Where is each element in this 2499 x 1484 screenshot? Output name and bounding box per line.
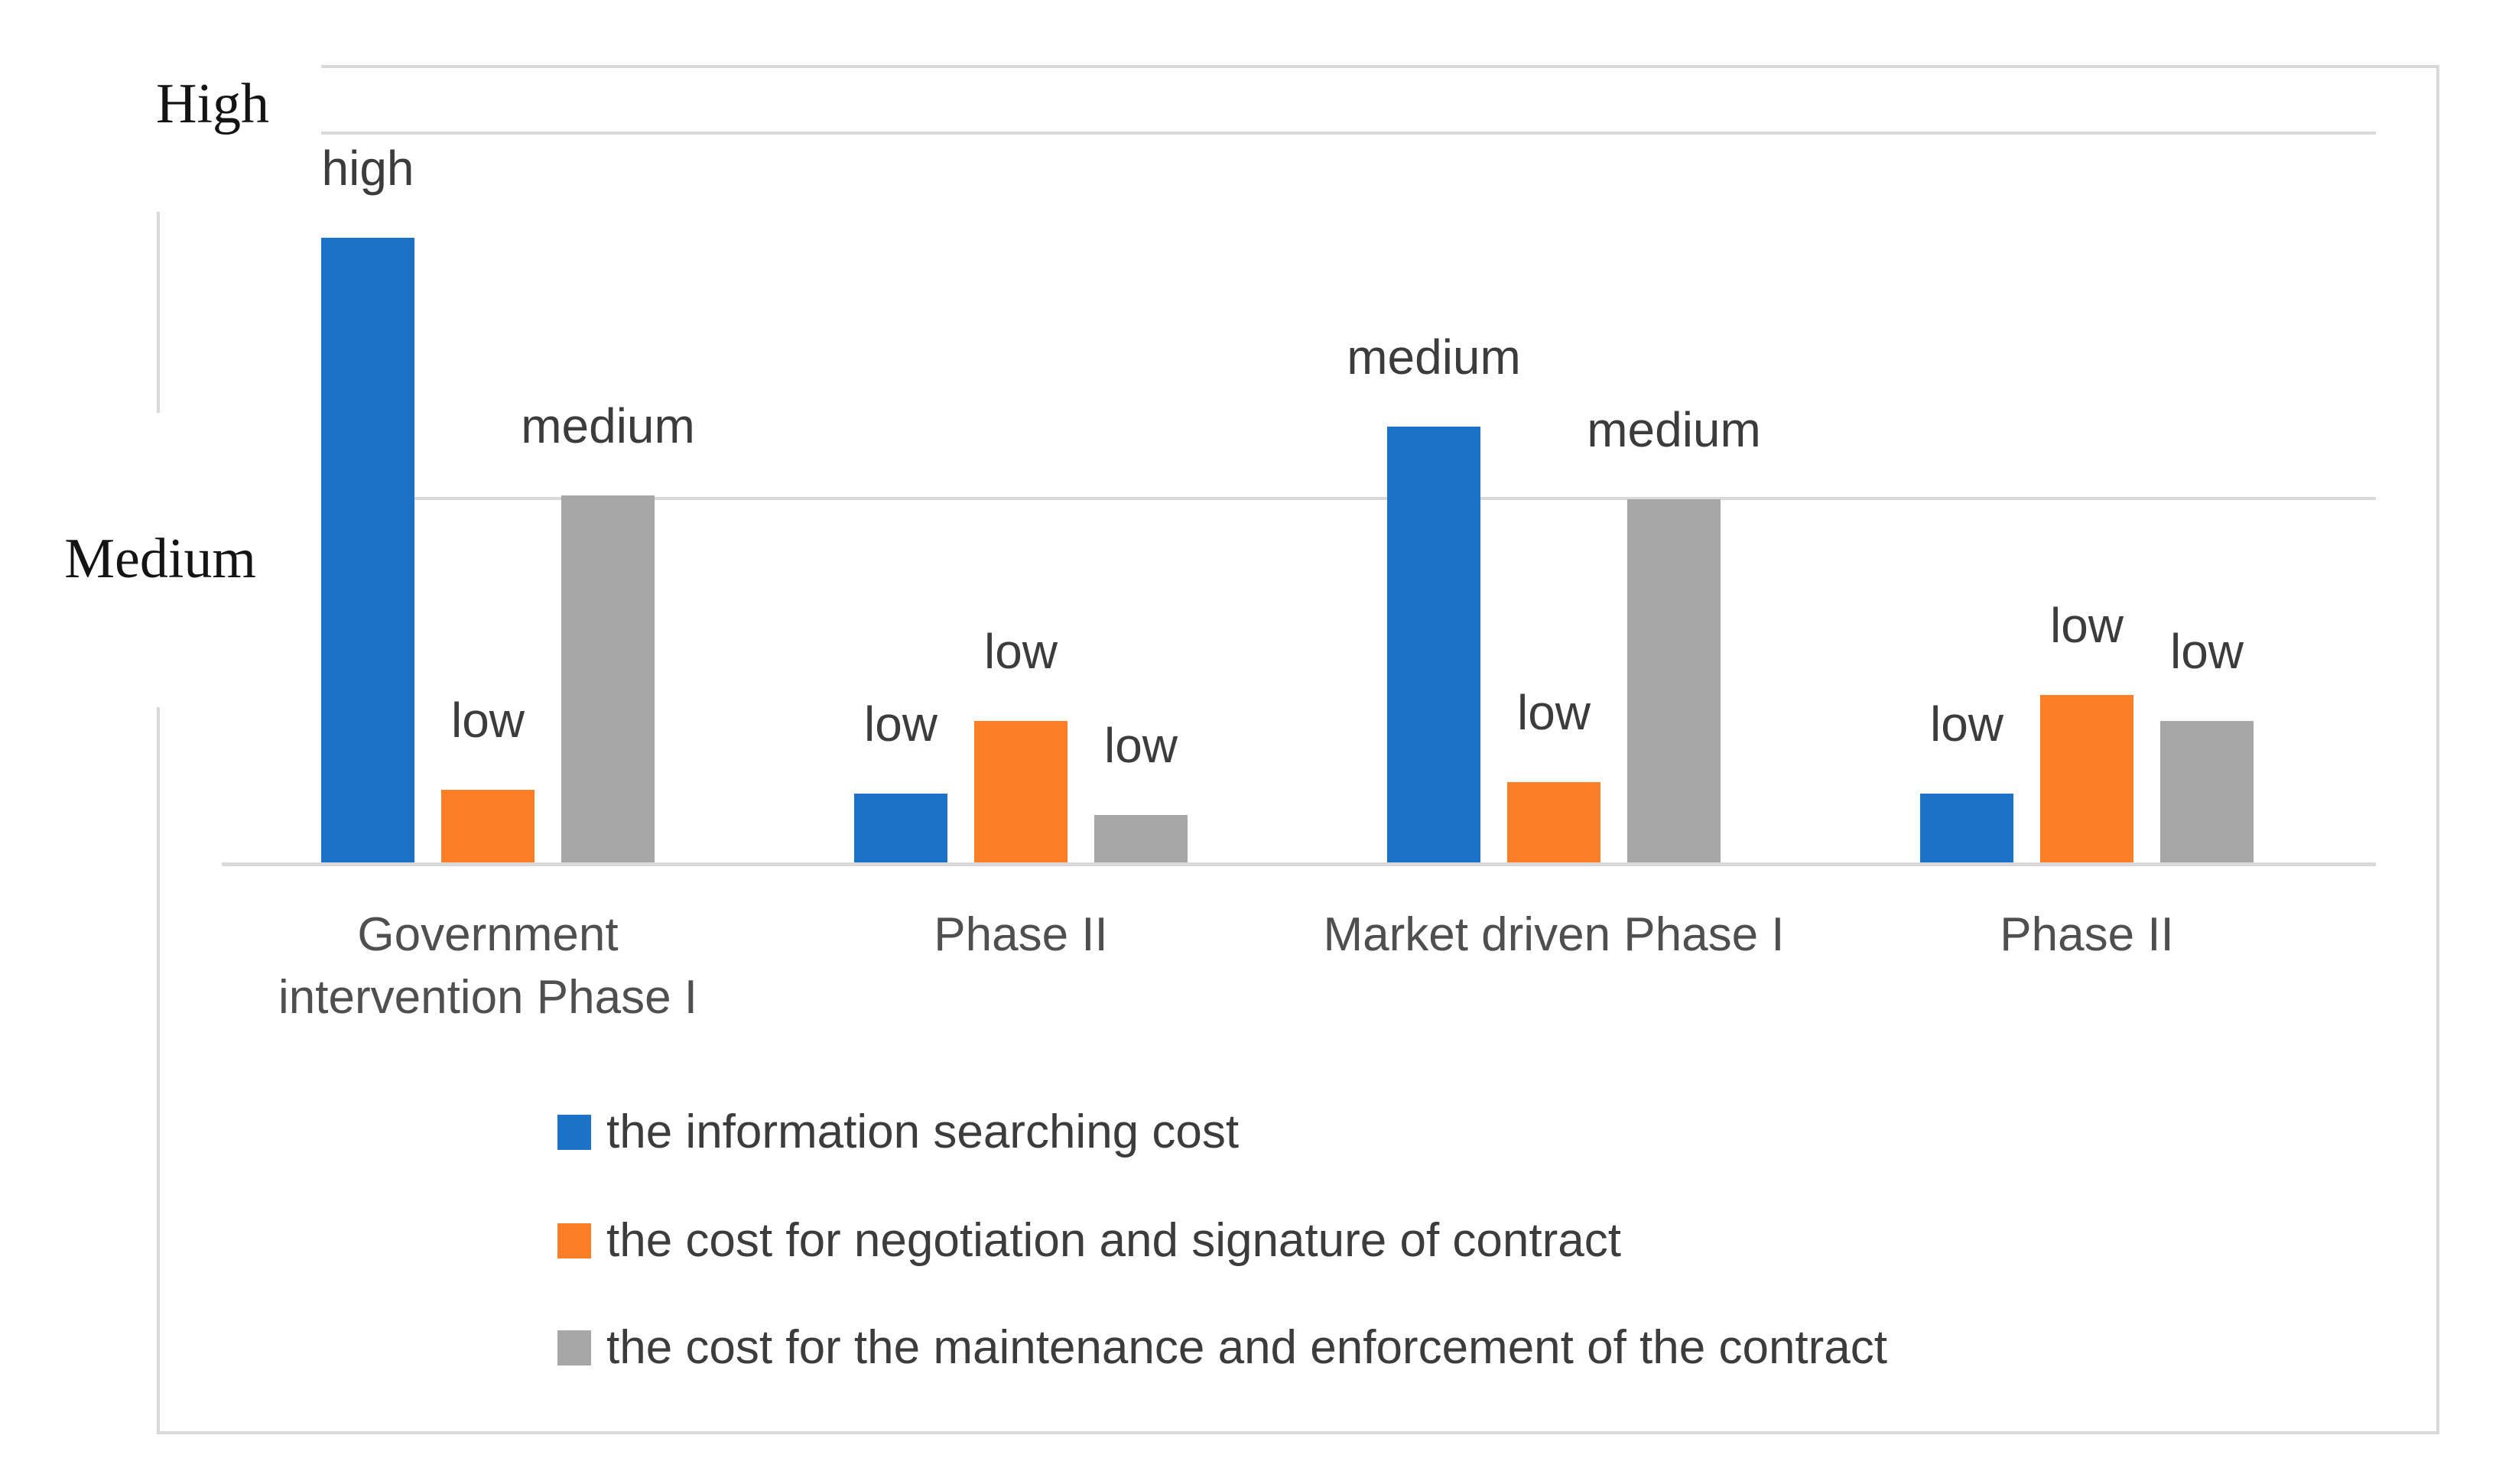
data-label: low xyxy=(1103,718,1178,773)
bar-series2-cat3 xyxy=(1507,782,1600,862)
y-axis-label-high: High xyxy=(156,73,269,135)
legend-label: the cost for negotiation and signature o… xyxy=(606,1214,1621,1267)
legend-item: the cost for the maintenance and enforce… xyxy=(557,1321,1887,1375)
x-axis-baseline xyxy=(222,862,2376,866)
chart-frame-right xyxy=(2436,65,2439,1434)
bar-series1-cat2 xyxy=(854,794,947,862)
legend-swatch-gray xyxy=(557,1330,591,1365)
data-label: low xyxy=(2049,598,2124,653)
chart-frame-bottom xyxy=(157,1431,2439,1434)
y-axis-label-medium: Medium xyxy=(64,528,256,590)
bar-series3-cat1 xyxy=(561,495,655,862)
data-label: high xyxy=(321,141,414,196)
data-label: low xyxy=(1516,685,1591,740)
gridline-high xyxy=(321,132,2376,135)
bar-series2-cat2 xyxy=(974,721,1068,862)
y-axis-segment-lower xyxy=(157,707,160,1433)
data-label: medium xyxy=(521,398,695,453)
data-label: low xyxy=(983,624,1058,679)
legend-swatch-orange xyxy=(557,1223,591,1258)
bar-series3-cat3 xyxy=(1627,499,1721,862)
bar-series2-cat1 xyxy=(441,790,535,862)
chart-frame-top xyxy=(321,65,2439,68)
y-axis-segment-upper xyxy=(157,212,160,413)
legend-item: the information searching cost xyxy=(557,1106,1239,1159)
x-axis-category-label: Government intervention Phase I xyxy=(278,908,698,1024)
legend-label: the cost for the maintenance and enforce… xyxy=(606,1321,1887,1374)
bar-series3-cat4 xyxy=(2160,721,2254,862)
gridline-medium xyxy=(321,497,2376,500)
data-label: low xyxy=(1929,697,2004,752)
x-axis-category-label: Market driven Phase I xyxy=(1323,908,1785,961)
bar-series3-cat2 xyxy=(1094,815,1188,862)
bar-series1-cat3 xyxy=(1387,427,1480,862)
legend-item: the cost for negotiation and signature o… xyxy=(557,1214,1621,1268)
bar-series1-cat1 xyxy=(321,238,414,862)
legend-swatch-blue xyxy=(557,1115,591,1150)
data-label: low xyxy=(863,697,938,752)
bar-series2-cat4 xyxy=(2040,695,2133,862)
legend-label: the information searching cost xyxy=(606,1106,1240,1158)
data-label: low xyxy=(2169,624,2244,679)
bar-series1-cat4 xyxy=(1920,794,2013,862)
data-label: low xyxy=(450,693,525,748)
x-axis-category-label: Phase II xyxy=(2000,908,2174,961)
data-label: medium xyxy=(1347,330,1521,385)
x-axis-category-label: Phase II xyxy=(934,908,1108,961)
data-label: medium xyxy=(1587,402,1761,457)
